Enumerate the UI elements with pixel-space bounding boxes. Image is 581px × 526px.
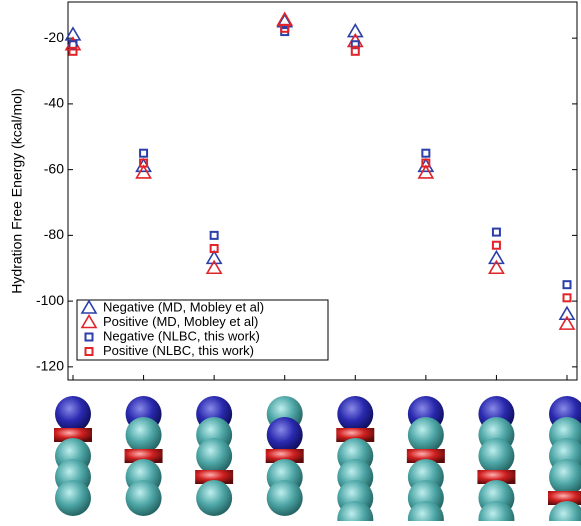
atom [55,396,91,432]
atom [124,449,163,463]
square-marker [421,158,431,168]
y-tick-label: -40 [44,95,64,111]
square-marker [491,227,501,237]
legend-marker [80,313,98,329]
square-marker [562,280,572,290]
triangle-marker [135,164,152,179]
atom [478,438,515,474]
atom [407,417,444,453]
legend-box [76,299,329,361]
square-marker [562,293,572,303]
square-marker [350,46,360,56]
triangle-marker [558,305,576,321]
square-marker [491,240,501,250]
triangle-marker [205,259,223,275]
legend-label: Positive (MD, Mobley et al) [103,314,258,329]
triangle-marker [205,249,223,265]
triangle-marker [64,26,82,41]
atom [549,459,581,495]
y-tick-label: -80 [44,226,64,242]
legend-label: Negative (NLBC, this work) [103,328,260,343]
y-tick-label: -120 [36,358,64,374]
atom [196,480,233,516]
atom [336,428,375,442]
y-tick-label: -20 [44,29,64,45]
legend-marker [84,347,94,356]
y-tick-label: -100 [36,292,64,308]
legend-marker [80,299,98,314]
atom [337,396,374,432]
atom [477,470,516,484]
square-marker [280,23,290,33]
legend-marker [84,332,94,342]
atom [478,501,515,526]
atom [55,480,91,516]
atom [125,417,162,453]
atom [407,501,444,526]
legend: Negative (MD, Mobley et al)Positive (MD,… [76,299,329,361]
atom [196,438,233,474]
legend-label: Negative (MD, Mobley et al) [103,299,264,314]
y-axis-label: Hydration Free Energy (kcal/mol) [9,88,25,293]
square-marker [421,148,431,158]
atom [549,501,581,526]
legend-label: Positive (NLBC, this work) [103,343,254,358]
triangle-marker [488,249,505,265]
atom [406,449,445,463]
triangle-marker [346,22,364,38]
atom [337,501,374,526]
atom [548,491,581,505]
plot-frame [67,1,578,381]
triangle-marker [417,164,435,179]
square-marker [139,148,149,158]
y-tick-label: -60 [44,160,64,176]
square-marker [139,158,149,168]
square-marker [68,46,78,56]
square-marker [209,244,219,254]
triangle-marker [276,13,294,28]
atom [266,417,303,453]
atom [266,480,303,516]
atom [54,428,92,442]
atom [265,449,304,463]
triangle-marker [488,259,505,275]
atom [195,470,234,484]
square-marker [209,230,219,240]
atom [125,480,162,516]
molecule-images [54,396,581,526]
triangle-marker [558,315,576,330]
